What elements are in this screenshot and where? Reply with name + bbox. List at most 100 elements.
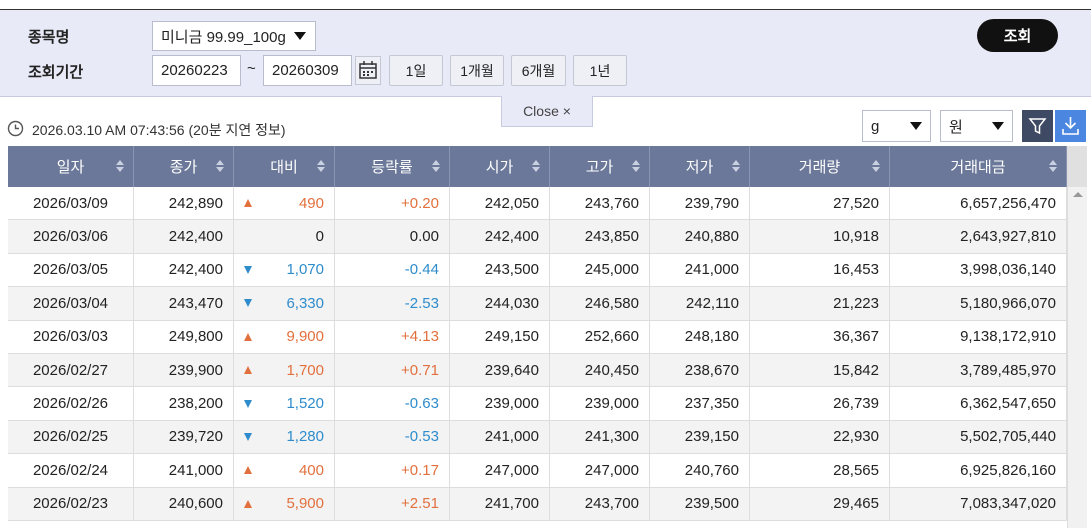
dropdown-arrow: [293, 32, 306, 40]
table-cell: 2,643,927,810: [890, 220, 1067, 254]
cell-text: 26,739: [833, 395, 879, 413]
cell-text: 240,450: [584, 361, 639, 379]
cell-text: 1,280: [286, 428, 324, 446]
scrollbar[interactable]: [1067, 146, 1087, 528]
table-cell: 15,842: [750, 354, 890, 388]
unit-select[interactable]: g: [862, 110, 931, 142]
end-date[interactable]: 20260309: [263, 55, 352, 86]
cell-text: 239,900: [168, 361, 223, 379]
currency-value: 원: [949, 118, 963, 136]
sort-icon: [632, 160, 640, 172]
table-cell: 28,565: [750, 454, 890, 488]
cell-text: 239,000: [584, 395, 639, 413]
table-cell: 2026/03/06: [8, 220, 134, 254]
column-header[interactable]: 등락률: [335, 146, 450, 187]
table-cell: 239,790: [650, 187, 750, 221]
close-button[interactable]: Close ×: [501, 96, 593, 127]
cell-text: 1,520: [286, 395, 324, 413]
table-cell: 21,223: [750, 287, 890, 321]
cell-text: 10,918: [833, 228, 879, 246]
table-cell: 242,400: [450, 220, 550, 254]
cell-text: 242,400: [168, 228, 223, 246]
item-value: 미니금 99.99_100g: [161, 28, 286, 46]
column-header[interactable]: 대비: [234, 146, 335, 187]
table-cell: +0.20: [335, 187, 450, 221]
table-cell: 7,083,347,020: [890, 487, 1067, 521]
download-button[interactable]: [1055, 110, 1086, 142]
table-cell: 252,660: [550, 320, 650, 354]
end-date-text: 20260309: [272, 62, 339, 79]
table-cell: 243,760: [550, 187, 650, 221]
cell-text: 242,400: [168, 261, 223, 279]
period-button[interactable]: 1개월: [450, 55, 504, 86]
period-button[interactable]: 6개월: [511, 55, 566, 86]
cell-text: 241,000: [484, 428, 539, 446]
column-header[interactable]: 저가: [650, 146, 750, 187]
column-header[interactable]: 거래대금: [890, 146, 1067, 187]
table-cell: 247,000: [550, 454, 650, 488]
cell-text: 241,000: [168, 461, 223, 479]
sort-icon: [532, 160, 540, 172]
table-cell: -0.53: [335, 420, 450, 455]
date-separator: ~: [247, 60, 256, 77]
period-button[interactable]: 1년: [573, 55, 627, 86]
cell-text: 245,000: [584, 261, 639, 279]
table-cell: 246,580: [550, 287, 650, 321]
table-cell: 249,800: [134, 320, 234, 354]
cell-text: 1,070: [286, 261, 324, 279]
cell-text: 400: [298, 461, 324, 479]
table-cell: 22,930: [750, 420, 890, 455]
table-cell: 242,400: [134, 220, 234, 254]
table-cell: 249,150: [450, 320, 550, 354]
sort-icon: [732, 160, 740, 172]
timestamp: 2026.03.10 AM 07:43:56 (20분 지연 정보): [32, 122, 286, 138]
table-cell: 2026/02/26: [8, 387, 134, 421]
cell-text: +2.51: [401, 495, 439, 513]
column-header-text: 거래량: [798, 159, 841, 176]
column-header[interactable]: 고가: [550, 146, 650, 187]
table-cell: 1,700: [234, 354, 335, 388]
calendar-button[interactable]: [355, 56, 381, 85]
table-cell: 240,760: [650, 454, 750, 488]
period-button[interactable]: 1일: [389, 55, 443, 86]
table-cell: 237,350: [650, 387, 750, 421]
table-cell: 9,138,172,910: [890, 320, 1067, 354]
scrollbar-top: [1068, 146, 1087, 187]
table-cell: 27,520: [750, 187, 890, 221]
search-button[interactable]: 조회: [977, 19, 1058, 52]
scroll-up-arrow[interactable]: [1068, 187, 1088, 201]
table-cell: 244,030: [450, 287, 550, 321]
cell-text: 27,520: [833, 194, 879, 212]
table-cell: 5,180,966,070: [890, 287, 1067, 321]
column-header[interactable]: 거래량: [750, 146, 890, 187]
start-date[interactable]: 20260223: [152, 55, 241, 86]
table-cell: 241,300: [550, 420, 650, 455]
change-arrow: [244, 499, 252, 508]
cell-text: 29,465: [833, 495, 879, 513]
table-cell: +2.51: [335, 487, 450, 521]
column-header[interactable]: 일자: [8, 146, 134, 187]
item-select[interactable]: 미니금 99.99_100g: [152, 21, 316, 51]
cell-text: 28,565: [833, 461, 879, 479]
cell-text: -0.44: [404, 261, 439, 279]
cell-text: 6,657,256,470: [960, 194, 1056, 212]
start-date-text: 20260223: [161, 62, 228, 79]
table-cell: 242,400: [134, 253, 234, 288]
table-cell: 241,000: [650, 253, 750, 288]
column-header[interactable]: 시가: [450, 146, 550, 187]
filter-button[interactable]: [1022, 110, 1053, 142]
change-arrow: [244, 199, 252, 208]
column-header[interactable]: 종가: [134, 146, 234, 187]
table-cell: 241,000: [450, 420, 550, 455]
cell-text: 3,789,485,970: [960, 361, 1056, 379]
cell-text: 2,643,927,810: [960, 228, 1056, 246]
table-cell: 242,890: [134, 187, 234, 221]
table-cell: 242,110: [650, 287, 750, 321]
table-cell: 240,880: [650, 220, 750, 254]
cell-text: 5,180,966,070: [960, 294, 1056, 312]
currency-select[interactable]: 원: [940, 110, 1013, 142]
table-cell: 242,050: [450, 187, 550, 221]
table-cell: 0: [234, 220, 335, 254]
change-arrow: [244, 299, 252, 308]
cell-text: -0.53: [404, 428, 439, 446]
